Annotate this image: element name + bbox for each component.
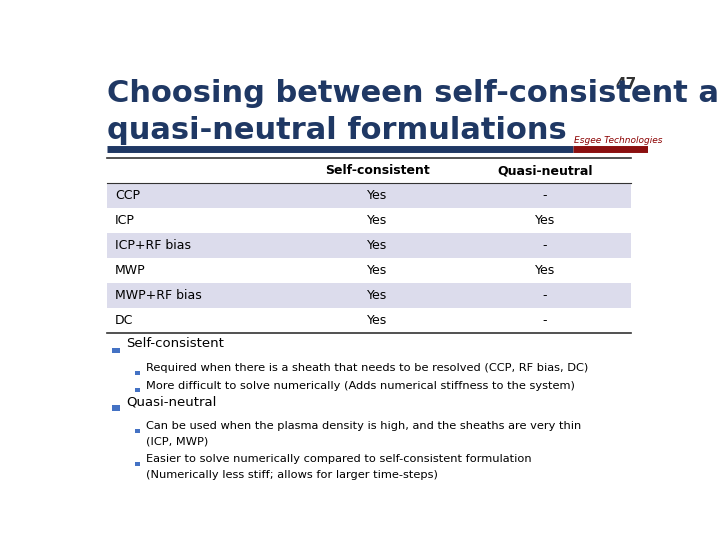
Text: Yes: Yes [367, 190, 387, 202]
Bar [107, 233, 631, 258]
Bar [112, 348, 120, 353]
Text: Self-consistent: Self-consistent [325, 164, 430, 177]
Text: -: - [543, 314, 547, 327]
Bar [135, 462, 140, 466]
Text: Quasi-neutral: Quasi-neutral [126, 395, 217, 408]
Text: (Numerically less stiff; allows for larger time-steps): (Numerically less stiff; allows for larg… [145, 470, 438, 480]
Text: Easier to solve numerically compared to self-consistent formulation: Easier to solve numerically compared to … [145, 454, 531, 464]
Text: Choosing between self-consistent and: Choosing between self-consistent and [107, 79, 720, 109]
Text: More difficult to solve numerically (Adds numerical stiffness to the system): More difficult to solve numerically (Add… [145, 381, 575, 391]
Text: Yes: Yes [367, 214, 387, 227]
Text: Yes: Yes [367, 264, 387, 277]
Bar [112, 406, 120, 411]
Text: Yes: Yes [535, 264, 555, 277]
Text: Required when there is a sheath that needs to be resolved (CCP, RF bias, DC): Required when there is a sheath that nee… [145, 363, 588, 373]
Bar [107, 283, 631, 308]
Text: -: - [543, 239, 547, 252]
Text: 47: 47 [616, 77, 637, 92]
Text: -: - [543, 289, 547, 302]
Text: ICP: ICP [115, 214, 135, 227]
Text: Can be used when the plasma density is high, and the sheaths are very thin: Can be used when the plasma density is h… [145, 421, 581, 431]
Text: Yes: Yes [367, 289, 387, 302]
Text: ICP+RF bias: ICP+RF bias [115, 239, 191, 252]
Text: DC: DC [115, 314, 133, 327]
Text: MWP+RF bias: MWP+RF bias [115, 289, 202, 302]
Text: Self-consistent: Self-consistent [126, 338, 224, 350]
Text: (ICP, MWP): (ICP, MWP) [145, 437, 208, 447]
Bar [107, 183, 631, 208]
Text: Esgee Technologies: Esgee Technologies [575, 136, 663, 145]
Text: quasi-neutral formulations: quasi-neutral formulations [107, 116, 567, 145]
Text: MWP: MWP [115, 264, 145, 277]
Bar [135, 429, 140, 433]
Text: Yes: Yes [535, 214, 555, 227]
Text: Quasi-neutral: Quasi-neutral [497, 164, 593, 177]
Text: CCP: CCP [115, 190, 140, 202]
Text: Yes: Yes [367, 314, 387, 327]
Bar [135, 371, 140, 375]
Text: Yes: Yes [367, 239, 387, 252]
Text: -: - [543, 190, 547, 202]
Bar [135, 388, 140, 393]
